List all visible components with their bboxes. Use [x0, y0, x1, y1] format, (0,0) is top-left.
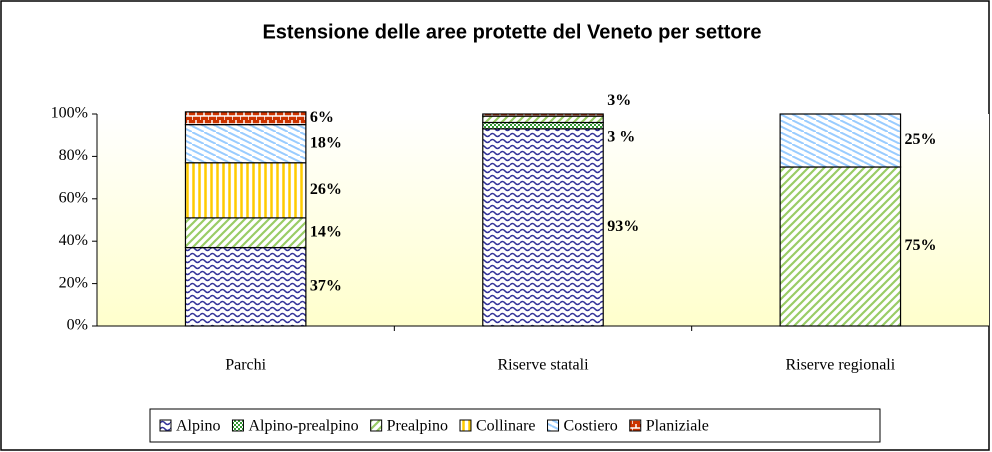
bar-segment [184, 217, 307, 249]
legend-label: Prealpino [387, 418, 448, 435]
data-label: 25% [905, 131, 937, 148]
data-label: 26% [310, 181, 342, 198]
chart-title: Estensione delle aree protette del Venet… [262, 21, 761, 43]
y-tick-label: 40% [59, 232, 88, 249]
y-tick-label: 80% [59, 147, 88, 164]
y-tick-label: 60% [59, 189, 88, 206]
data-label: 93% [607, 218, 639, 235]
bar-segment [184, 111, 307, 126]
data-label: 75% [905, 237, 937, 254]
bar-segment [184, 162, 307, 219]
data-label: 37% [310, 277, 342, 294]
legend-label: Planiziale [646, 418, 709, 435]
data-label: 18% [310, 134, 342, 151]
x-tick-label: Riserve statali [497, 357, 589, 374]
legend-swatch [459, 419, 472, 432]
legend-label: Collinare [476, 418, 536, 435]
legend-swatch [547, 419, 560, 432]
y-tick-label: 0% [67, 317, 88, 334]
data-label: 3 % [607, 128, 635, 145]
bar-segment [482, 128, 604, 327]
legend-label: Alpino [176, 418, 220, 435]
x-tick-label: Parchi [225, 357, 266, 374]
legend-swatch [629, 419, 642, 432]
data-label: 3% [607, 92, 631, 109]
bar-segment [779, 113, 902, 168]
x-tick-label: Riserve regionali [785, 357, 895, 374]
bar-segment [184, 123, 307, 164]
bar-segment [482, 115, 604, 124]
legend-box [149, 408, 881, 443]
bar-segment [779, 166, 902, 327]
y-tick-label: 100% [51, 105, 88, 122]
bar-segment [184, 246, 307, 327]
bar-segment [482, 113, 604, 117]
y-tick-label: 20% [59, 274, 88, 291]
legend-label: Alpino-prealpino [248, 418, 358, 435]
legend-swatch [370, 419, 383, 432]
legend-swatch [231, 419, 244, 432]
legend-swatch [159, 419, 172, 432]
data-label: 6% [310, 109, 334, 126]
bar-segment [482, 121, 604, 130]
legend-label: Costiero [564, 418, 618, 435]
data-label: 14% [310, 223, 342, 240]
